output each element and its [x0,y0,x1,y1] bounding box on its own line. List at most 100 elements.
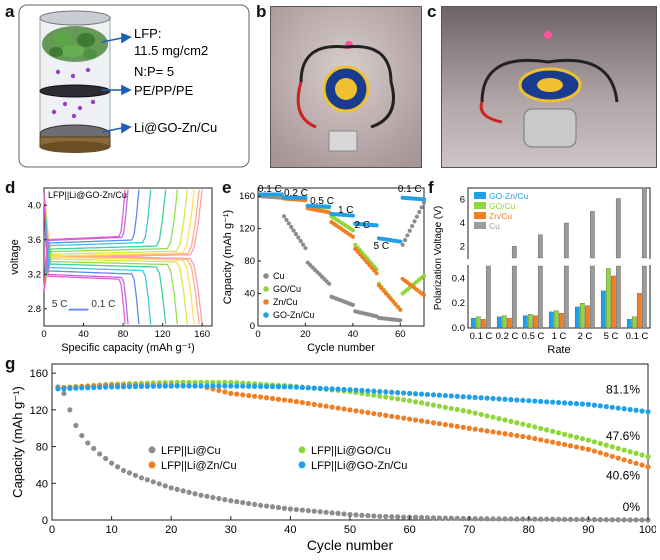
x-tick-label: 50 [344,524,356,536]
point-lfplicu [412,514,419,520]
point-cu [303,245,308,251]
point-lfpligozncu [61,385,67,392]
point-lfplicu [305,508,311,514]
point-lfplizncu [544,438,550,444]
y-tick-label: 80 [244,256,255,267]
point-lfplicu [91,445,97,452]
bar-zncu [584,305,590,329]
point-lfplicu [192,491,198,497]
point-lfplicu [252,501,258,507]
point-lfpligocu [401,397,407,403]
point-lfplicu [484,516,490,522]
point-lfpligocu [466,409,472,415]
point-lfpligozncu [556,399,562,406]
point-lfpligocu [448,405,454,412]
legend-marker [148,461,156,469]
point-lfpligozncu [591,402,597,408]
point-lfpligozncu [436,392,442,398]
point-lfpligozncu [412,391,419,397]
point-lfplizncu [263,395,270,401]
point-cu [407,228,412,233]
point-zncu [355,249,360,254]
chart-d-voltage-profiles: 0 40 80 120 160 2.8 3.2 3.6 4.0 LFP||Li@GO-Zn/Cu S… [9,187,213,354]
point-lfplizncu [514,432,520,439]
point-cu [327,281,332,286]
x-tick-label: 160 [194,329,210,340]
point-lfpligozncu [597,403,603,409]
legend-label: GO/Cu [489,201,516,211]
point-lfplizncu [365,410,371,416]
point-lfplicu [365,512,371,519]
point-zncu [357,252,363,257]
point-gozncu [374,223,379,228]
y-tick-label: 160 [239,191,255,202]
point-lfpligozncu [448,393,454,399]
point-lfplicu [454,515,460,521]
point-lfplizncu [627,458,633,465]
point-lfplizncu [550,439,556,445]
point-lfpligocu [621,447,627,453]
point-lfpligozncu [627,406,633,413]
point-lfpligocu [556,430,562,436]
point-lfpligocu [484,413,490,419]
legend-marker [263,312,269,318]
point-lfplicu [216,495,222,502]
point-lfpligozncu [299,384,305,391]
point-lfpligozncu [150,383,156,389]
point-lfpligocu [579,436,586,442]
point-lfplizncu [532,436,538,442]
point-gozncu [327,204,332,209]
point-zncu [421,293,427,298]
retention-label: 47.6% [606,429,640,443]
x-tick-label: 120 [155,329,171,340]
plot-frame [257,187,425,327]
point-lfplicu [138,475,144,481]
point-lfplizncu [645,464,651,470]
separator-layer [39,84,111,98]
point-lfpligozncu [240,383,246,389]
point-lfpligozncu [490,395,496,402]
point-gozncu [279,192,284,197]
legend-label: GO/Cu [273,284,301,294]
point-cu [289,224,294,230]
point-lfpligozncu [633,407,639,413]
point-lfplicu [120,467,127,474]
point-lfpligozncu [365,388,371,394]
bar-gocu [475,316,481,329]
rate-annotation: 5 C [374,241,390,252]
point-lfplicu [418,514,425,521]
x-tick-label: 70 [463,524,475,536]
lfp-loading-label: 11.5 mg/cm2 [134,43,208,58]
point-gozncu [303,195,308,200]
point-lfpligocu [645,454,651,460]
point-lfplicu [126,470,133,476]
point-lfplicu [174,486,180,492]
point-cu [405,233,410,238]
rate-label-5c: 5 C [52,299,68,310]
point-lfpligocu [615,445,621,452]
bar-cu-lower [511,265,517,329]
bar-cu-lower [615,265,621,329]
point-lfplicu [103,455,109,462]
point-lfplicu [144,477,150,483]
point-lfpligozncu [293,384,299,390]
point-lfplicu [550,516,556,522]
chart-f-xlabel: Rate [547,344,570,354]
point-lfplizncu [222,389,228,395]
point-lfpligozncu [395,390,401,396]
retention-label: 40.6% [606,469,640,483]
point-lfpligocu [544,427,550,433]
point-lfpligozncu [204,383,210,389]
point-lfpligozncu [484,395,490,401]
point-lfpligozncu [162,383,168,389]
chart-e-ylabel: Capacity (mAh g⁻¹) [222,210,234,304]
point-lfplicu [79,432,85,439]
point-cu [284,217,289,223]
legend-label: LFP||Li@Zn/Cu [161,460,237,472]
point-lfpligozncu [544,399,550,405]
rate-annotation: 0.2 C [284,188,308,199]
legend-label: GO-Zn/Cu [273,310,315,320]
point-lfpligocu [585,437,592,443]
bar-zncu [506,317,512,329]
point-lfplicu [168,485,174,491]
